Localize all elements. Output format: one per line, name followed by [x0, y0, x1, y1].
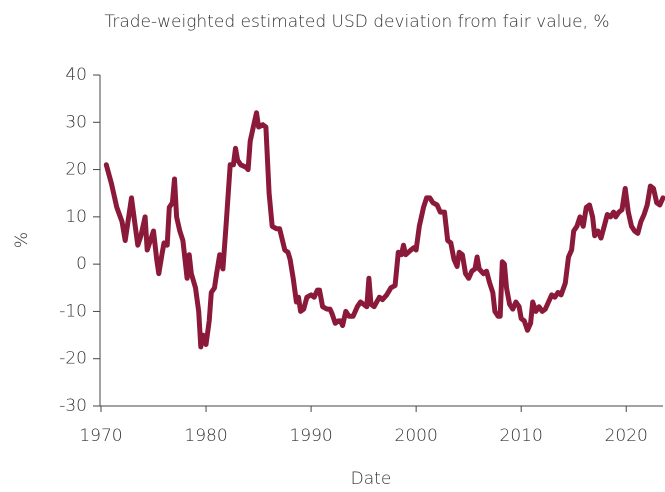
y-axis-label: % [12, 232, 32, 248]
x-tick-label: 2010 [500, 426, 543, 446]
y-tick-label: -30 [59, 396, 87, 416]
y-tick-label: 30 [65, 112, 87, 132]
data-line [103, 110, 665, 350]
x-axis-label: Date [351, 469, 392, 488]
chart-title: Trade-weighted estimated USD deviation f… [104, 12, 609, 32]
y-tick-label: 40 [65, 65, 87, 85]
x-tick-label: 2000 [395, 426, 438, 446]
y-tick-label: 0 [76, 254, 87, 274]
x-tick-label: 2020 [605, 426, 648, 446]
y-tick-label: -10 [59, 301, 87, 321]
x-tick-label: 1980 [184, 426, 227, 446]
x-tick-label: 1970 [79, 426, 122, 446]
y-tick-label: 10 [65, 207, 87, 227]
y-tick-label: -20 [59, 349, 87, 369]
x-tick-label: 1990 [289, 426, 332, 446]
y-tick-label: 20 [65, 160, 87, 180]
